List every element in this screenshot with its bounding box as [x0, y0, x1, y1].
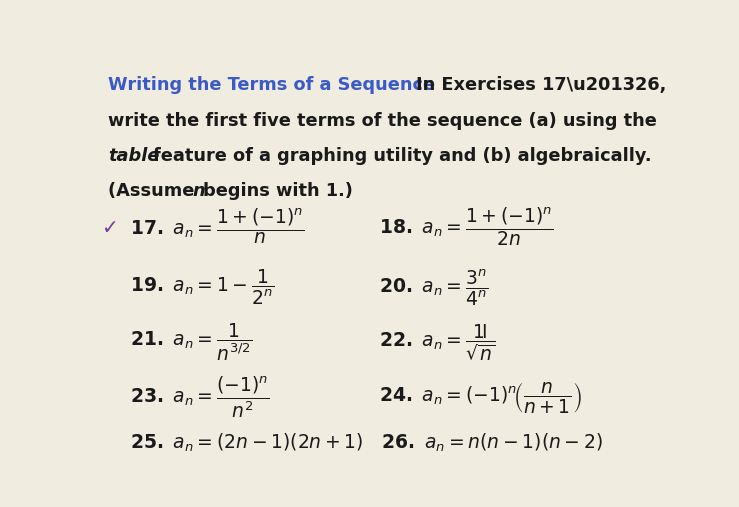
Text: $\mathbf{22.}\ a_n = \dfrac{1\!\mathrm{I}}{\sqrt{n}}$: $\mathbf{22.}\ a_n = \dfrac{1\!\mathrm{I… [379, 322, 496, 363]
Text: Writing the Terms of a Sequence: Writing the Terms of a Sequence [108, 77, 435, 94]
Text: $\mathbf{24.}\ a_n = (-1)^n\!\left(\dfrac{n}{n+1}\right)$: $\mathbf{24.}\ a_n = (-1)^n\!\left(\dfra… [379, 380, 582, 415]
Text: $\mathbf{17.}\ a_n = \dfrac{1+(-1)^n}{n}$: $\mathbf{17.}\ a_n = \dfrac{1+(-1)^n}{n}… [129, 207, 304, 246]
Text: n: n [192, 182, 205, 200]
Text: (Assume: (Assume [108, 182, 200, 200]
Text: $\checkmark$: $\checkmark$ [101, 218, 117, 236]
Text: $\mathbf{25.}\ a_n = (2n-1)(2n+1)\ \ \ \mathbf{26.}\ a_n = n(n-1)(n-2)$: $\mathbf{25.}\ a_n = (2n-1)(2n+1)\ \ \ \… [129, 431, 602, 454]
Text: $\mathbf{18.}\ a_n = \dfrac{1+(-1)^n}{2n}$: $\mathbf{18.}\ a_n = \dfrac{1+(-1)^n}{2n… [379, 206, 554, 248]
Text: table: table [108, 147, 159, 165]
Text: $\mathbf{21.}\ a_n = \dfrac{1}{n^{3/2}}$: $\mathbf{21.}\ a_n = \dfrac{1}{n^{3/2}}$ [129, 322, 252, 364]
Text: write the first five terms of the sequence (a) using the: write the first five terms of the sequen… [108, 112, 657, 130]
Text: $\mathbf{19.}\ a_n = 1 - \dfrac{1}{2^n}$: $\mathbf{19.}\ a_n = 1 - \dfrac{1}{2^n}$ [129, 268, 274, 307]
Text: begins with 1.): begins with 1.) [203, 182, 353, 200]
Text: In Exercises 17\u201326,: In Exercises 17\u201326, [416, 77, 667, 94]
Text: feature of a graphing utility and (b) algebraically.: feature of a graphing utility and (b) al… [152, 147, 651, 165]
Text: $\mathbf{20.}\ a_n = \dfrac{3^n}{4^n}$: $\mathbf{20.}\ a_n = \dfrac{3^n}{4^n}$ [379, 267, 488, 308]
Text: $\mathbf{23.}\ a_n = \dfrac{(-1)^n}{n^2}$: $\mathbf{23.}\ a_n = \dfrac{(-1)^n}{n^2}… [129, 375, 269, 420]
